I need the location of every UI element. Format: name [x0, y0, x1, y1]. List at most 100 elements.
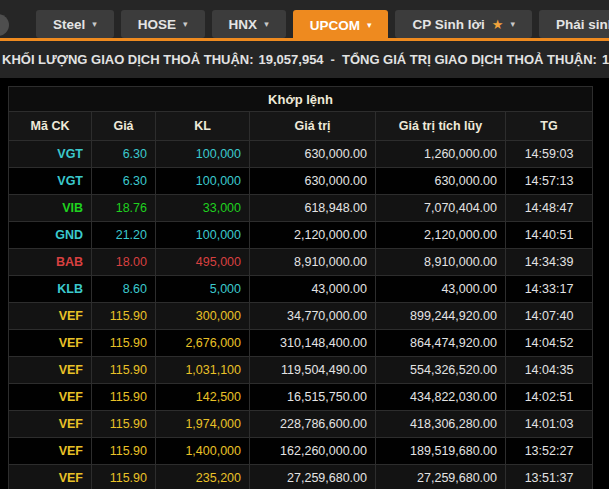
table-row: GND21.20100,0002,120,000.002,120,000.001…	[9, 222, 593, 249]
cell-value: 630,000.00	[250, 141, 376, 168]
separator: -	[331, 52, 335, 67]
cell-cumulative: 43,000.00	[376, 276, 506, 303]
cell-volume: 2,676,000	[156, 330, 250, 357]
table-row: BAB18.00495,0008,910,000.008,910,000.001…	[9, 249, 593, 276]
cell-value: 228,786,600.00	[250, 411, 376, 438]
cell-value: 630,000.00	[250, 168, 376, 195]
cell-value: 16,515,750.00	[250, 384, 376, 411]
cell-symbol[interactable]: BAB	[9, 249, 92, 276]
cell-volume: 1,974,000	[156, 411, 250, 438]
cell-volume: 300,000	[156, 303, 250, 330]
cell-time: 13:52:27	[506, 438, 593, 465]
cell-time: 14:02:51	[506, 384, 593, 411]
market-tab-bar: Steel ▾ HOSE ▾ HNX ▾ UPCOM ▾ CP Sinh lời…	[0, 0, 609, 41]
table-row: VEF115.90142,50016,515,750.00434,822,030…	[9, 384, 593, 411]
tabs-row: Steel ▾ HOSE ▾ HNX ▾ UPCOM ▾ CP Sinh lời…	[36, 0, 609, 41]
cell-symbol[interactable]: VEF	[9, 465, 92, 489]
tab-hnx[interactable]: HNX ▾	[212, 10, 286, 38]
table-row: VGT6.30100,000630,000.00630,000.0014:57:…	[9, 168, 593, 195]
cell-symbol[interactable]: VEF	[9, 303, 92, 330]
deal-volume-label: KHỐI LƯỢNG GIAO DỊCH THOẢ THUẬN:	[2, 52, 254, 67]
cell-cumulative: 630,000.00	[376, 168, 506, 195]
cell-value: 2,120,000.00	[250, 222, 376, 249]
cell-value: 618,948.00	[250, 195, 376, 222]
cell-volume: 142,500	[156, 384, 250, 411]
cell-symbol[interactable]: VEF	[9, 411, 92, 438]
cell-symbol[interactable]: KLB	[9, 276, 92, 303]
chevron-down-icon: ▾	[264, 20, 269, 29]
tab-upcom[interactable]: UPCOM ▾	[293, 10, 389, 41]
column-header-cumulative-value: Giá trị tích lũy	[376, 112, 506, 141]
cell-time: 14:48:47	[506, 195, 593, 222]
cell-volume: 235,200	[156, 465, 250, 489]
cell-volume: 495,000	[156, 249, 250, 276]
tab-cp-sinh-loi[interactable]: CP Sinh lời ★ ▾	[395, 10, 532, 38]
scroll-left-button[interactable]	[0, 14, 9, 36]
table-row: VGT6.30100,000630,000.001,260,000.0014:5…	[9, 141, 593, 168]
tab-steel[interactable]: Steel ▾	[36, 10, 114, 38]
cell-cumulative: 27,259,680.00	[376, 465, 506, 489]
cell-time: 13:51:37	[506, 465, 593, 489]
cell-symbol[interactable]: VEF	[9, 330, 92, 357]
chevron-down-icon: ▾	[92, 20, 97, 29]
tab-label: CP Sinh lời	[412, 17, 484, 32]
table-row: KLB8.605,00043,000.0043,000.0014:33:17	[9, 276, 593, 303]
cell-time: 14:33:17	[506, 276, 593, 303]
cell-value: 34,770,000.00	[250, 303, 376, 330]
tab-phai-sinh[interactable]: Phái sinh ▾	[539, 10, 609, 38]
table-row: VEF115.901,031,100119,504,490.00554,326,…	[9, 357, 593, 384]
tab-hose[interactable]: HOSE ▾	[121, 10, 205, 38]
tab-label: HNX	[229, 17, 258, 32]
tab-label: Phái sinh	[556, 17, 609, 32]
cell-symbol[interactable]: GND	[9, 222, 92, 249]
cell-price: 18.76	[92, 195, 156, 222]
column-header-price: Giá	[92, 112, 156, 141]
cell-symbol[interactable]: VEF	[9, 357, 92, 384]
cell-cumulative: 899,244,920.00	[376, 303, 506, 330]
star-icon: ★	[492, 18, 504, 31]
cell-symbol[interactable]: VEF	[9, 438, 92, 465]
cell-price: 115.90	[92, 411, 156, 438]
cell-value: 8,910,000.00	[250, 249, 376, 276]
deal-value-label: TỔNG GIÁ TRỊ GIAO DỊCH THOẢ THUẬN:	[342, 52, 597, 67]
cell-price: 115.90	[92, 438, 156, 465]
cell-cumulative: 8,910,000.00	[376, 249, 506, 276]
column-header-value: Giá trị	[250, 112, 376, 141]
tab-label: Steel	[53, 17, 85, 32]
cell-volume: 33,000	[156, 195, 250, 222]
cell-symbol[interactable]: VIB	[9, 195, 92, 222]
cell-volume: 100,000	[156, 222, 250, 249]
table-row: VEF115.902,676,000310,148,400.00864,474,…	[9, 330, 593, 357]
table-row: VEF115.90235,20027,259,680.0027,259,680.…	[9, 465, 593, 489]
cell-time: 14:01:03	[506, 411, 593, 438]
cell-cumulative: 2,120,000.00	[376, 222, 506, 249]
matched-orders-table: Khớp lệnh Mã CK Giá KL Giá trị Giá trị t…	[8, 86, 593, 489]
column-header-volume: KL	[156, 112, 250, 141]
cell-value: 310,148,400.00	[250, 330, 376, 357]
deal-value-value: 1,248,877,85	[602, 52, 609, 67]
cell-volume: 100,000	[156, 168, 250, 195]
cell-symbol[interactable]: VGT	[9, 141, 92, 168]
cell-volume: 100,000	[156, 141, 250, 168]
cell-symbol[interactable]: VGT	[9, 168, 92, 195]
cell-cumulative: 864,474,920.00	[376, 330, 506, 357]
cell-price: 115.90	[92, 303, 156, 330]
cell-price: 115.90	[92, 384, 156, 411]
tab-label: HOSE	[138, 17, 176, 32]
trading-board-app: Steel ▾ HOSE ▾ HNX ▾ UPCOM ▾ CP Sinh lời…	[0, 0, 609, 489]
table-row: VEF115.90300,00034,770,000.00899,244,920…	[9, 303, 593, 330]
cell-time: 14:07:40	[506, 303, 593, 330]
table-header-row: Mã CK Giá KL Giá trị Giá trị tích lũy TG	[9, 112, 593, 141]
column-header-symbol: Mã CK	[9, 112, 92, 141]
cell-price: 6.30	[92, 141, 156, 168]
cell-time: 14:34:39	[506, 249, 593, 276]
table-title-row: Khớp lệnh	[9, 87, 593, 112]
cell-cumulative: 189,519,680.00	[376, 438, 506, 465]
cell-value: 27,259,680.00	[250, 465, 376, 489]
table-row: VIB18.7633,000618,948.007,070,404.0014:4…	[9, 195, 593, 222]
cell-time: 14:04:35	[506, 357, 593, 384]
tab-label: UPCOM	[310, 18, 360, 33]
table-title: Khớp lệnh	[9, 87, 593, 112]
deal-volume-value: 19,057,954	[259, 52, 324, 67]
cell-symbol[interactable]: VEF	[9, 384, 92, 411]
